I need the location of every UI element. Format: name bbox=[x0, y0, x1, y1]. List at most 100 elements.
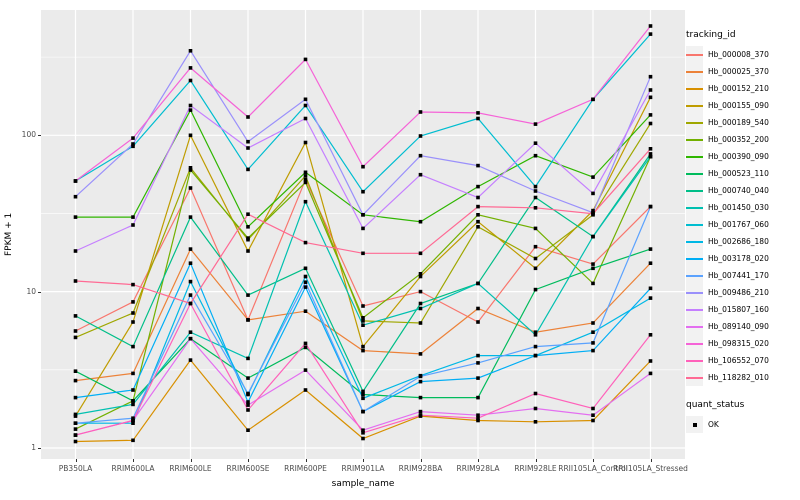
data-point bbox=[418, 301, 423, 306]
legend-item: Hb_000025_370 bbox=[686, 63, 799, 80]
data-point bbox=[73, 439, 78, 444]
legend-item-label: Hb_098315_020 bbox=[708, 339, 769, 348]
data-point bbox=[648, 296, 653, 300]
legend-item: Hb_000155_090 bbox=[686, 97, 799, 114]
legend-item: Hb_003178_020 bbox=[686, 250, 799, 267]
data-point bbox=[303, 285, 308, 289]
data-point bbox=[131, 136, 135, 140]
legend-items-tracking-id: Hb_000008_370 Hb_000025_370 Hb_000152_210 H… bbox=[686, 46, 799, 386]
line-swatch-icon bbox=[686, 87, 703, 90]
legend-item: Hb_098315_020 bbox=[686, 335, 799, 352]
legend-key bbox=[686, 416, 703, 433]
legend-item: Hb_000008_370 bbox=[686, 46, 799, 63]
data-point bbox=[246, 318, 250, 322]
data-point bbox=[476, 184, 480, 189]
line-swatch-icon bbox=[686, 223, 703, 226]
square-marker-icon bbox=[692, 422, 697, 427]
legend-item-label: Hb_009486_210 bbox=[708, 288, 769, 297]
data-point bbox=[303, 266, 308, 271]
data-point bbox=[418, 110, 423, 114]
x-axis-title: sample_name bbox=[331, 479, 395, 489]
data-point bbox=[476, 219, 480, 224]
legend-key bbox=[686, 335, 703, 352]
data-point bbox=[591, 348, 595, 353]
data-point bbox=[591, 234, 595, 239]
data-point bbox=[418, 134, 423, 138]
data-point bbox=[361, 428, 365, 432]
data-point bbox=[476, 361, 480, 365]
data-point bbox=[476, 320, 480, 324]
data-point bbox=[476, 376, 480, 380]
data-point bbox=[303, 103, 308, 108]
x-tick-label: RRIM928LA bbox=[456, 464, 500, 473]
data-point bbox=[303, 341, 308, 346]
legend-item: Hb_001450_030 bbox=[686, 199, 799, 216]
data-point bbox=[476, 116, 480, 121]
data-point bbox=[533, 256, 538, 261]
legend-key bbox=[686, 233, 703, 250]
data-point bbox=[131, 402, 135, 407]
data-point bbox=[131, 416, 135, 420]
data-point bbox=[188, 261, 193, 265]
data-point bbox=[591, 281, 595, 286]
data-point bbox=[73, 421, 78, 425]
line-swatch-icon bbox=[686, 240, 703, 243]
legend-key bbox=[686, 369, 703, 386]
legend-item: Hb_000152_210 bbox=[686, 80, 799, 97]
data-point bbox=[418, 374, 423, 379]
legend-item-label: Hb_000155_090 bbox=[708, 101, 769, 110]
data-point bbox=[476, 353, 480, 358]
data-point bbox=[131, 418, 135, 423]
data-point bbox=[131, 300, 135, 304]
legend-item-label: Hb_106552_070 bbox=[708, 356, 769, 365]
x-tick-mark bbox=[248, 459, 249, 462]
data-point bbox=[303, 57, 308, 62]
data-point bbox=[533, 330, 538, 334]
data-point bbox=[361, 323, 365, 327]
data-point bbox=[418, 272, 423, 276]
data-point bbox=[418, 306, 423, 311]
x-tick-label: RRIM600LE bbox=[169, 464, 212, 473]
data-point bbox=[533, 244, 538, 249]
data-point bbox=[131, 311, 135, 315]
data-point bbox=[188, 66, 193, 70]
legend-key bbox=[686, 182, 703, 199]
legend-item: Hb_007441_170 bbox=[686, 267, 799, 284]
legend-key bbox=[686, 165, 703, 182]
data-point bbox=[188, 293, 193, 297]
legend-item-label: Hb_000352_200 bbox=[708, 135, 769, 144]
legend-key bbox=[686, 148, 703, 165]
legend-item-label: Hb_000008_370 bbox=[708, 50, 769, 59]
y-tick-mark bbox=[38, 448, 41, 449]
data-point bbox=[418, 274, 423, 279]
data-point bbox=[303, 97, 308, 102]
data-point bbox=[533, 189, 538, 193]
data-point bbox=[648, 261, 653, 265]
data-point bbox=[361, 304, 365, 308]
data-point bbox=[73, 427, 78, 431]
data-point bbox=[591, 321, 595, 325]
data-point bbox=[533, 153, 538, 158]
data-point bbox=[533, 195, 538, 200]
data-point bbox=[648, 247, 653, 251]
data-point bbox=[533, 184, 538, 189]
x-tick-mark bbox=[535, 459, 537, 462]
data-point bbox=[361, 409, 365, 414]
data-point bbox=[476, 225, 480, 229]
data-point bbox=[476, 395, 480, 400]
data-point bbox=[188, 103, 193, 108]
data-point bbox=[591, 406, 595, 411]
data-point bbox=[591, 418, 595, 423]
data-point bbox=[648, 74, 653, 79]
legend-item: Hb_000740_040 bbox=[686, 182, 799, 199]
line-swatch-icon bbox=[686, 359, 703, 362]
x-tick-mark bbox=[133, 459, 134, 462]
data-point bbox=[73, 314, 78, 318]
data-point bbox=[73, 194, 78, 199]
data-point bbox=[246, 146, 250, 150]
data-point bbox=[361, 344, 365, 349]
x-tick-label: RRIM928LE bbox=[514, 464, 557, 473]
y-tick-mark bbox=[38, 135, 41, 137]
legend-key bbox=[686, 250, 703, 267]
data-point bbox=[648, 121, 653, 126]
